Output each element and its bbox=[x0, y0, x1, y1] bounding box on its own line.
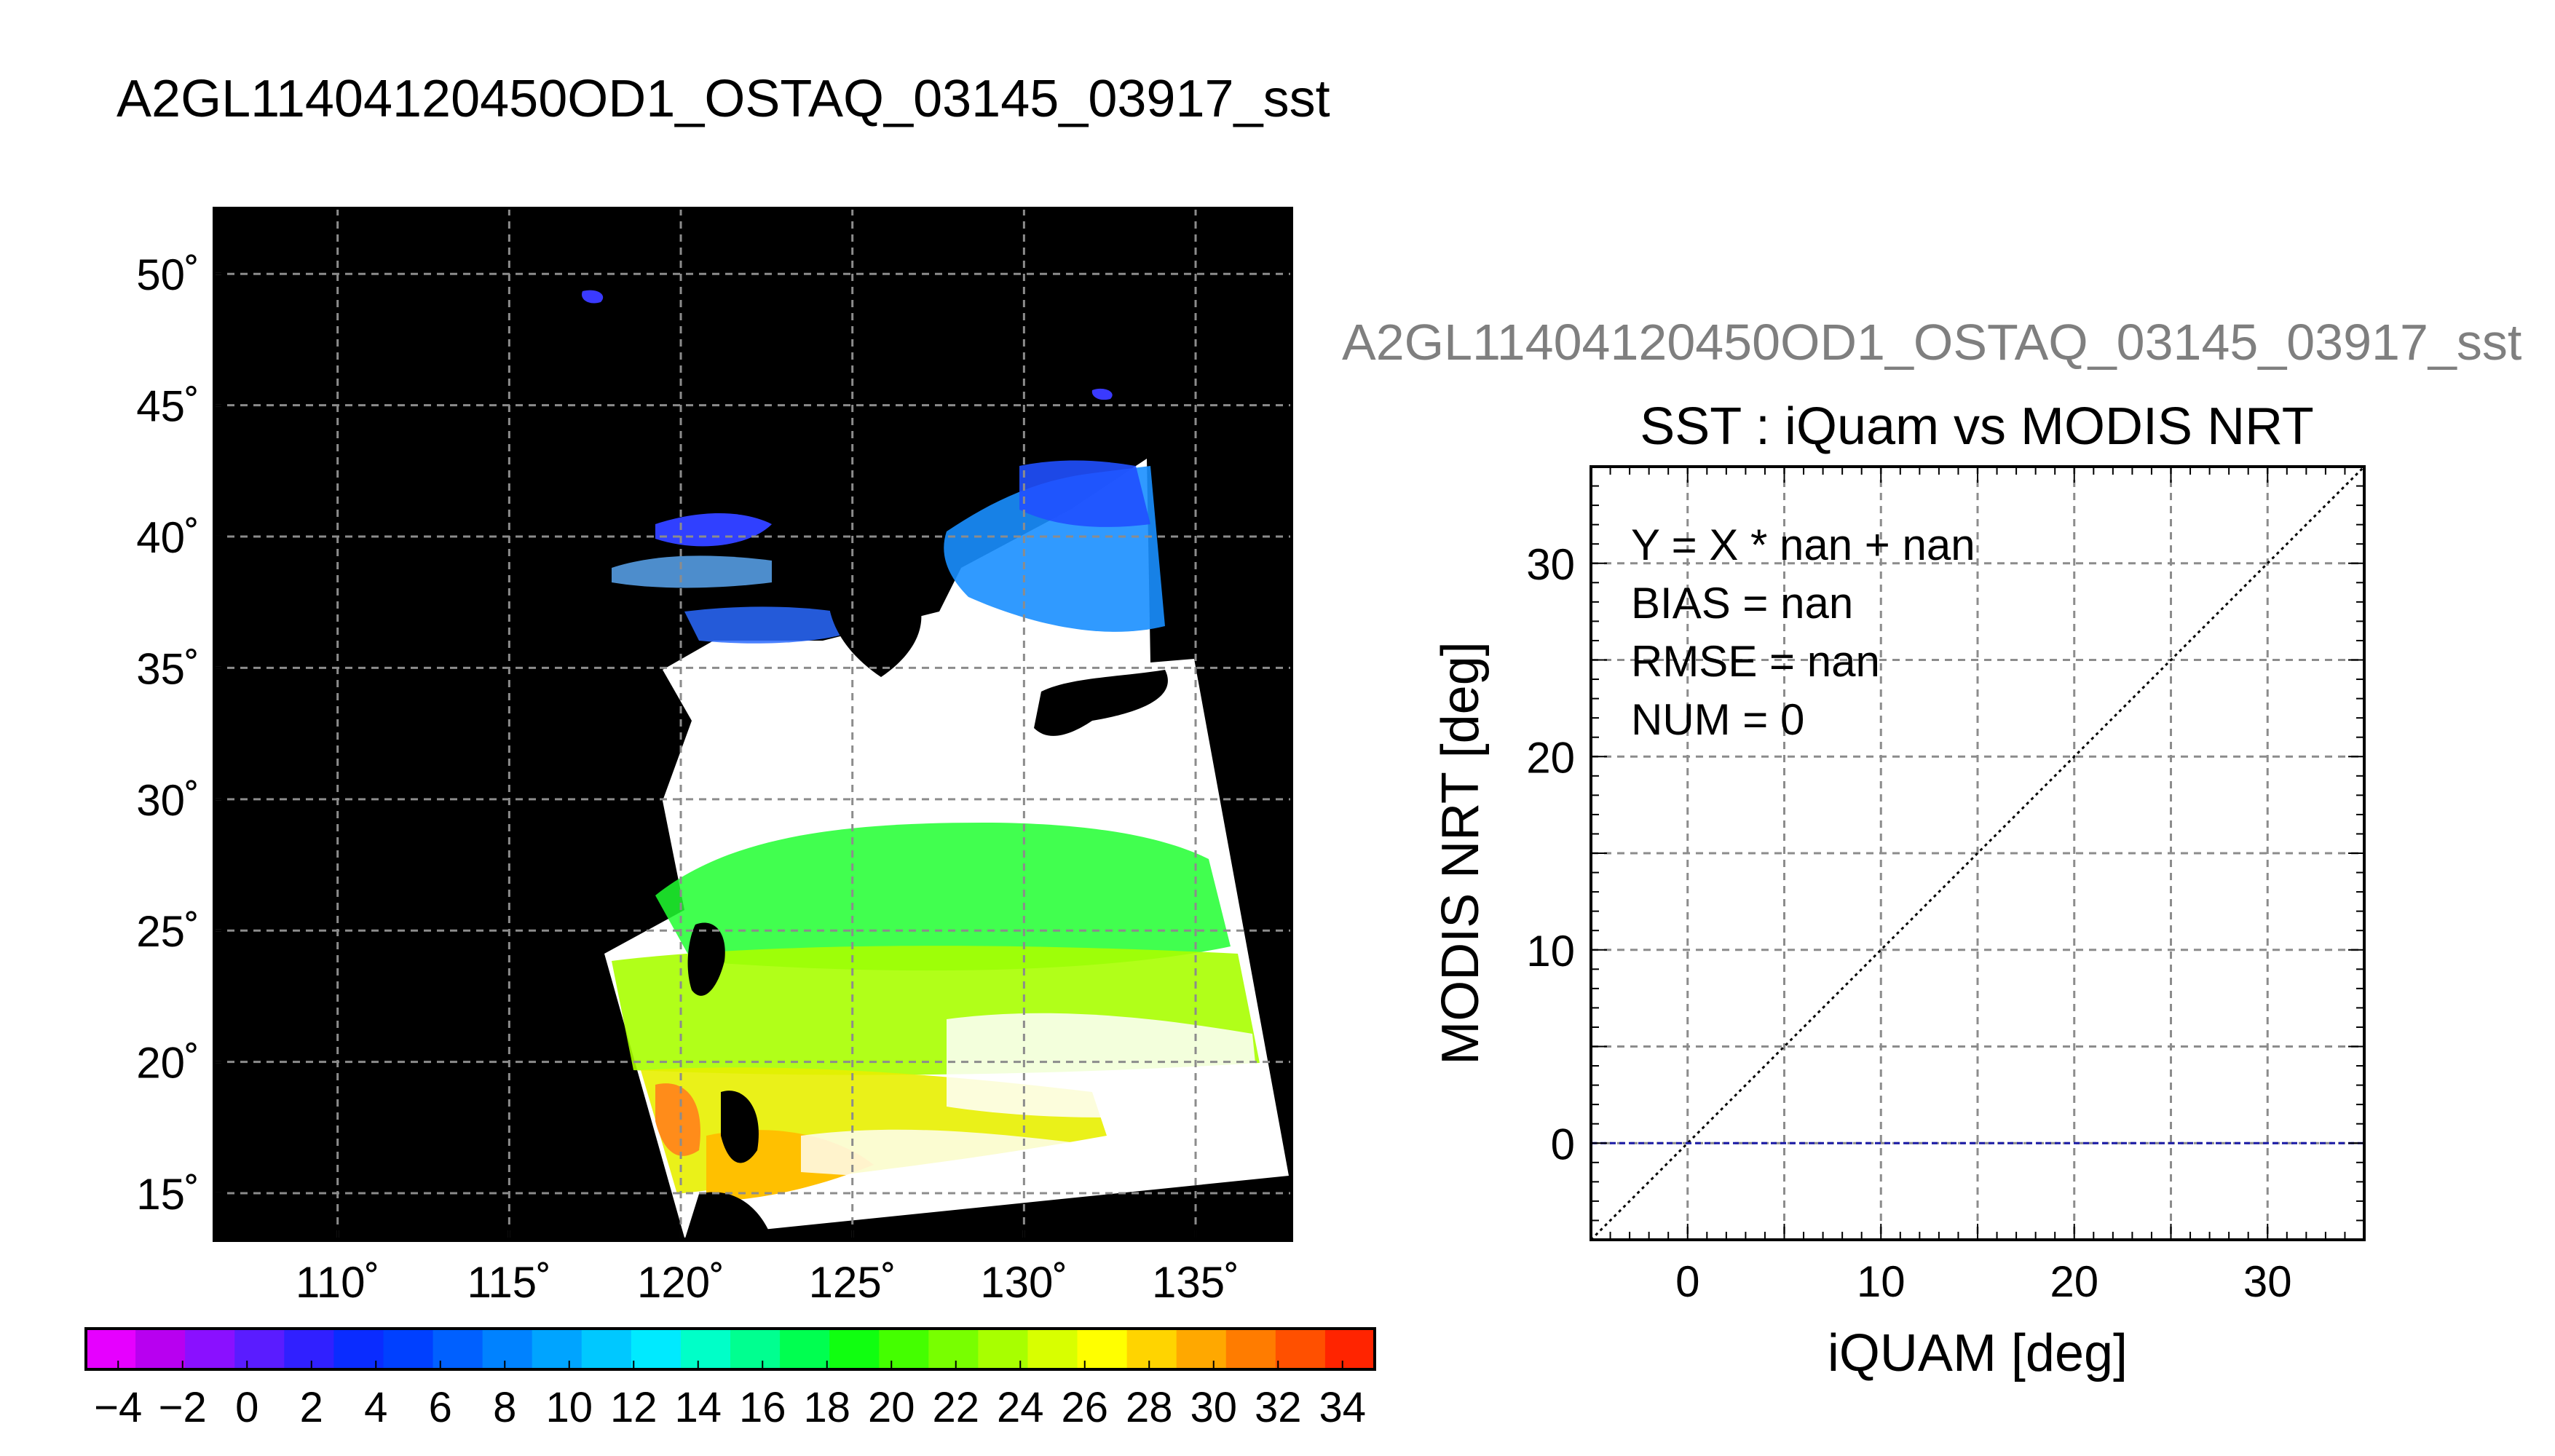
colorbar-cell bbox=[284, 1329, 335, 1369]
colorbar-cell bbox=[1027, 1329, 1078, 1369]
fit-statistics: Y = X * nan + nan BIAS = nan RMSE = nan NUM… bbox=[1631, 521, 1975, 744]
colorbar-tick-label: 30 bbox=[1190, 1384, 1237, 1431]
colorbar-cell bbox=[383, 1329, 434, 1369]
colorbar-cell bbox=[1324, 1329, 1375, 1369]
colorbar-cell bbox=[1275, 1329, 1326, 1369]
map-frame bbox=[213, 207, 1293, 1242]
colorbar-cell bbox=[928, 1329, 979, 1369]
map-y-tick-label: 50˚ bbox=[136, 250, 200, 299]
colorbar-tick-label: 8 bbox=[493, 1384, 516, 1431]
map-y-tick-label: 40˚ bbox=[136, 513, 200, 562]
sst-map: 110˚ 115˚ 120˚ 125˚ 130˚ 135˚ 50˚ 45˚ 40˚ 35˚ 30˚… bbox=[136, 207, 1293, 1307]
colorbar-tick-label: 2 bbox=[300, 1384, 323, 1431]
colorbar-tick-label: 34 bbox=[1319, 1384, 1366, 1431]
colorbar-tick-label: 0 bbox=[235, 1384, 258, 1431]
scatter-x-tick-label: 20 bbox=[2050, 1257, 2098, 1306]
taiwan-landmass bbox=[687, 922, 725, 996]
map-y-tick-label: 45˚ bbox=[136, 382, 200, 431]
fit-statistic-line: NUM = 0 bbox=[1631, 695, 1804, 744]
map-y-tick-label: 30˚ bbox=[136, 776, 200, 825]
scatter-y-ticks: 0 10 20 30 bbox=[1526, 540, 1575, 1169]
colorbar-cell bbox=[135, 1329, 186, 1369]
fit-statistic-line: RMSE = nan bbox=[1631, 637, 1880, 686]
map-x-tick-label: 120˚ bbox=[637, 1258, 724, 1307]
scatter-x-ticks: 0 10 20 30 bbox=[1675, 1257, 2292, 1306]
colorbar-tick-label: 26 bbox=[1061, 1384, 1108, 1431]
colorbar-tick-label: 18 bbox=[803, 1384, 850, 1431]
scatter-x-tick-label: 0 bbox=[1675, 1257, 1699, 1306]
colorbar-cell bbox=[1126, 1329, 1177, 1369]
scatter-series bbox=[1590, 465, 2366, 1241]
map-x-ticks: 110˚ 115˚ 120˚ 125˚ 130˚ 135˚ bbox=[296, 1229, 1239, 1307]
japan-landmass bbox=[1034, 670, 1168, 736]
map-x-tick-label: 115˚ bbox=[467, 1258, 552, 1307]
colorbar-cell bbox=[1225, 1329, 1276, 1369]
colorbar-cell bbox=[234, 1329, 285, 1369]
colorbar-tick-label: −4 bbox=[94, 1384, 142, 1431]
scatter-file-title: A2GL11404120450OD1_OSTAQ_03145_03917_sst bbox=[1342, 314, 2522, 371]
lake-blue bbox=[582, 290, 604, 304]
colorbar-cell bbox=[433, 1329, 483, 1369]
colorbar-tick-label: 12 bbox=[610, 1384, 657, 1431]
map-y-tick-label: 35˚ bbox=[136, 644, 200, 693]
colorbar-cell bbox=[829, 1329, 880, 1369]
scatter-minor-ticks bbox=[1590, 466, 2365, 1241]
colorbar-cell bbox=[680, 1329, 731, 1369]
scatter-y-tick-label: 0 bbox=[1551, 1120, 1575, 1168]
colorbar-frame bbox=[84, 1327, 1376, 1371]
colorbar-tick-label: −2 bbox=[159, 1384, 207, 1431]
colorbar-cell bbox=[730, 1329, 781, 1369]
colorbar-tick-label: 4 bbox=[364, 1384, 387, 1431]
colorbar-labels: −4 −2 0 2 4 6 8 10 12 14 16 18 20 22 24 26 28 30 32 34 bbox=[94, 1361, 1366, 1431]
colorbar-cell bbox=[879, 1329, 930, 1369]
colorbar-cell bbox=[185, 1329, 236, 1369]
map-y-tick-label: 15˚ bbox=[136, 1170, 200, 1219]
colorbar-cell bbox=[86, 1329, 137, 1369]
map-y-tick-label: 20˚ bbox=[136, 1039, 200, 1088]
map-y-ticks: 50˚ 45˚ 40˚ 35˚ 30˚ 25˚ 20˚ 15˚ bbox=[136, 250, 226, 1219]
fit-statistic-line: Y = X * nan + nan bbox=[1631, 521, 1975, 569]
fit-statistic-line: BIAS = nan bbox=[1631, 579, 1853, 628]
colorbar-cell bbox=[532, 1329, 583, 1369]
colorbar-tick-label: 24 bbox=[997, 1384, 1044, 1431]
y-axis-label: MODIS NRT [deg] bbox=[1431, 641, 1490, 1065]
scatter-title: SST : iQuam vs MODIS NRT bbox=[1640, 397, 2314, 456]
colorbar-tick-label: 10 bbox=[545, 1384, 593, 1431]
colorbar-tick-label: 22 bbox=[932, 1384, 979, 1431]
colorbar-cell bbox=[1077, 1329, 1128, 1369]
swath-layer bbox=[582, 290, 1289, 1241]
colorbar-cell bbox=[631, 1329, 682, 1369]
map-x-tick-label: 125˚ bbox=[809, 1258, 896, 1307]
scatter-x-tick-label: 10 bbox=[1857, 1257, 1906, 1306]
scatter-plot: SST : iQuam vs MODIS NRT 0 10 20 30 0 10 20 30… bbox=[1431, 397, 2366, 1382]
file-title: A2GL11404120450OD1_OSTAQ_03145_03917_sst bbox=[117, 70, 1330, 128]
map-grid bbox=[214, 208, 1292, 1241]
map-x-tick-label: 135˚ bbox=[1152, 1258, 1239, 1307]
colorbar-tick-label: 6 bbox=[429, 1384, 452, 1431]
scatter-y-tick-label: 20 bbox=[1526, 733, 1575, 782]
map-y-tick-label: 25˚ bbox=[136, 907, 200, 956]
colorbar-tick-label: 28 bbox=[1126, 1384, 1173, 1431]
colorbar-cell bbox=[482, 1329, 533, 1369]
scatter-y-tick-label: 30 bbox=[1526, 540, 1575, 589]
colorbar: −4 −2 0 2 4 6 8 10 12 14 16 18 20 22 24 26 28 30 32 34 bbox=[84, 1327, 1376, 1431]
x-axis-label: iQUAM [deg] bbox=[1828, 1324, 2128, 1382]
map-x-tick-label: 130˚ bbox=[980, 1258, 1067, 1307]
luzon-landmass bbox=[721, 1091, 759, 1163]
one-to-one-line bbox=[1590, 465, 2366, 1241]
colorbar-cell bbox=[1176, 1329, 1227, 1369]
colorbar-cell bbox=[780, 1329, 831, 1369]
map-x-tick-label: 110˚ bbox=[296, 1258, 380, 1307]
colorbar-tick-label: 14 bbox=[674, 1384, 722, 1431]
colorbar-tick-label: 20 bbox=[868, 1384, 915, 1431]
scatter-y-tick-label: 10 bbox=[1526, 927, 1575, 976]
colorbar-tick-label: 32 bbox=[1255, 1384, 1302, 1431]
scatter-x-tick-label: 30 bbox=[2243, 1257, 2292, 1306]
colorbar-cell bbox=[581, 1329, 632, 1369]
colorbar-tick-label: 16 bbox=[739, 1384, 786, 1431]
